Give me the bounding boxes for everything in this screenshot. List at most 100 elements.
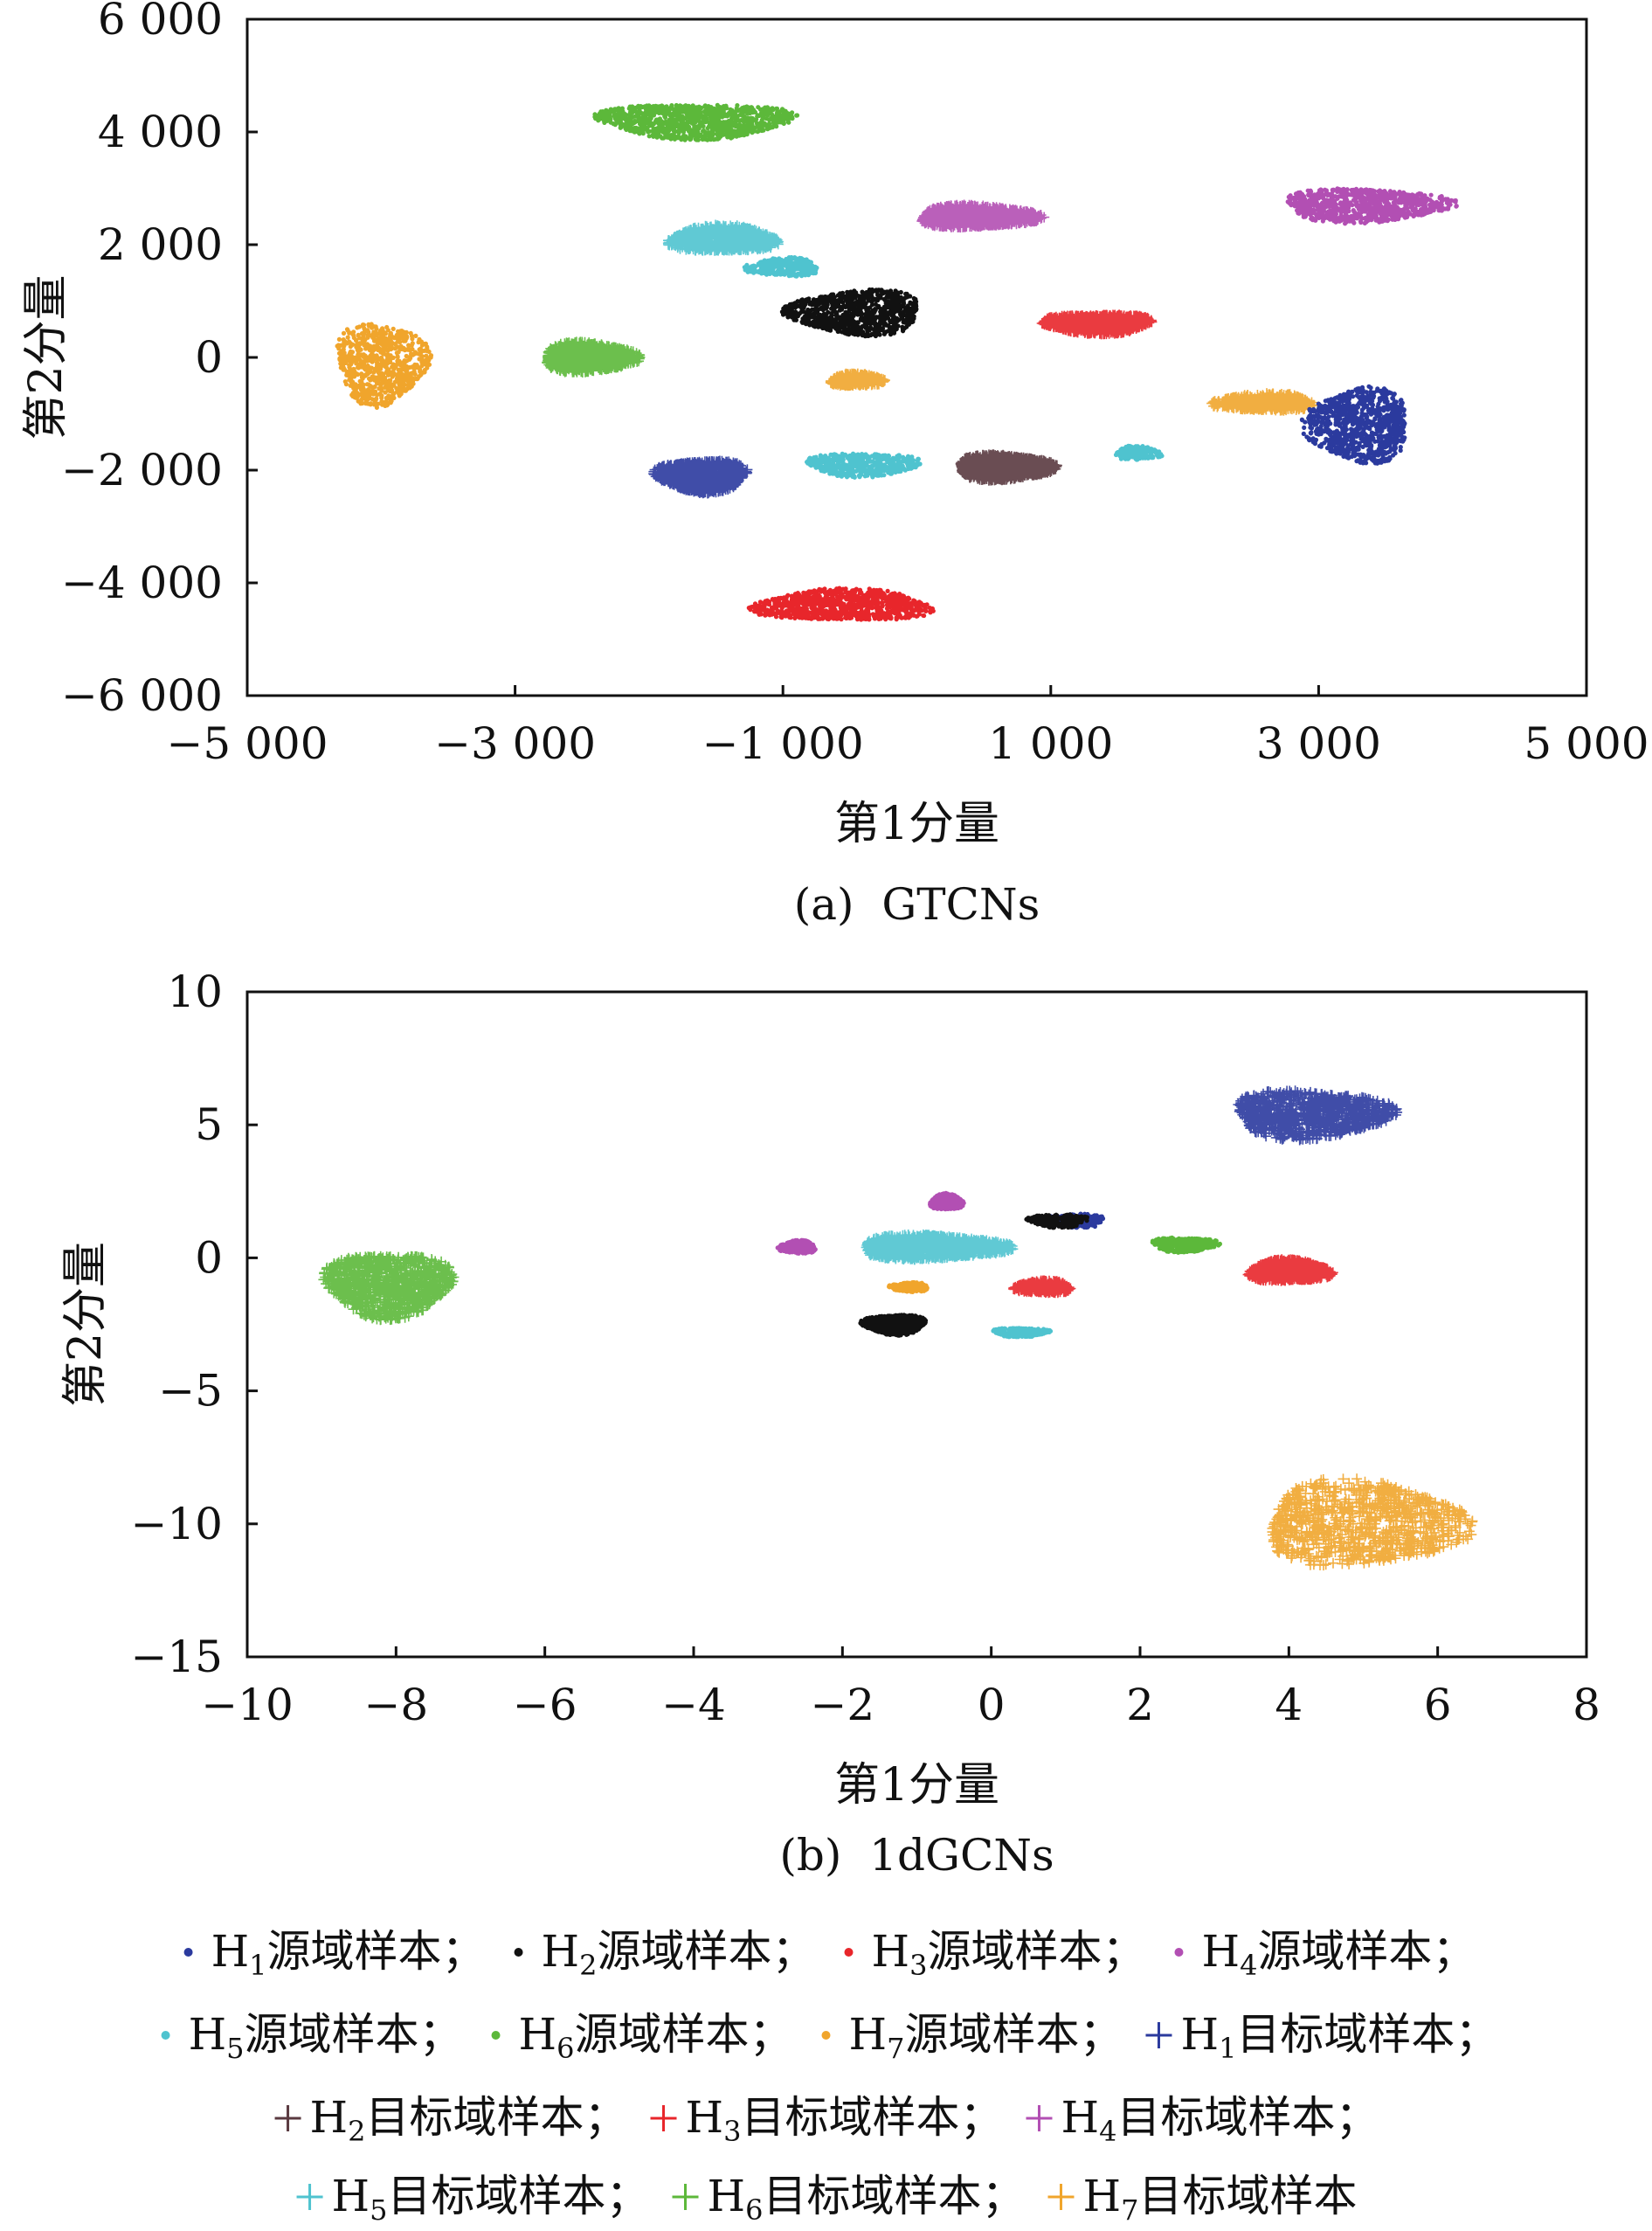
legend-marker-plus xyxy=(296,2184,323,2210)
legend-marker-plus xyxy=(274,2105,301,2131)
y-tick-label: −4 000 xyxy=(61,558,223,608)
x-tick-label: −3 000 xyxy=(434,718,596,769)
legend-item-H7s: H7源域样本； xyxy=(821,2009,1123,2065)
legend-item-H7t: H7目标域样本 xyxy=(1047,2171,1357,2227)
legend-label: H5源域样本； xyxy=(189,2009,463,2065)
cluster-H7s-7 xyxy=(335,322,434,410)
cluster-H5s-13 xyxy=(991,1326,1054,1340)
x-tick-label: 2 xyxy=(1126,1680,1154,1730)
legend-row-4: H5目标域样本； H6目标域样本； H7目标域样本 xyxy=(296,2171,1357,2227)
legend-label: H3源域样本； xyxy=(872,1926,1146,1982)
x-tick-label: 3 000 xyxy=(1256,718,1381,769)
x-tick-label: −8 xyxy=(363,1680,428,1730)
legend-marker-plus xyxy=(1047,2184,1075,2210)
y-tick-label: 6 000 xyxy=(98,0,223,45)
cluster-H6t-0 xyxy=(318,1251,460,1326)
chart-b-x-axis-label: 第1分量 xyxy=(834,1759,999,1812)
cluster-H4s-3 xyxy=(928,1190,966,1212)
chart-a: −5 000 −3 000 −1 000 1 000 3 000 5 000 −6 000 −… xyxy=(20,0,1649,930)
legend-label: H2目标域样本； xyxy=(310,2092,628,2148)
cluster-H3t-10 xyxy=(1008,1275,1076,1299)
x-tick-label: 4 xyxy=(1275,1680,1303,1730)
cluster-H6t-8 xyxy=(542,336,646,378)
cluster-H4t-2 xyxy=(916,199,1050,233)
legend-row-3: H2目标域样本； H3目标域样本； H4目标域样本； xyxy=(274,2092,1379,2148)
legend-item-H2s: H2源域样本； xyxy=(514,1926,816,1982)
cluster-H4s-4 xyxy=(775,1237,818,1256)
legend-marker-dot xyxy=(821,2031,831,2040)
cluster-H3s-16 xyxy=(746,585,936,622)
y-tick-label: −15 xyxy=(130,1632,223,1682)
chart-a-points xyxy=(335,102,1459,622)
chart-b-plot-frame xyxy=(245,990,1588,1659)
cluster-H1t-12 xyxy=(648,455,753,499)
legend: H1源域样本； H2源域样本； H3源域样本； H4源域样本； H5源域样本； H6源域样… xyxy=(161,1926,1498,2227)
legend-item-H3s: H3源域样本； xyxy=(844,1926,1146,1982)
cluster-H5t-3 xyxy=(662,219,784,256)
x-tick-label: 5 000 xyxy=(1524,718,1649,769)
cluster-H1t-1 xyxy=(1233,1085,1403,1146)
legend-label: H3目标域样本； xyxy=(686,2092,1004,2148)
cluster-H5s-15 xyxy=(1113,443,1165,462)
legend-label: H2源域样本； xyxy=(542,1926,816,1982)
legend-marker-dot xyxy=(514,1948,523,1957)
cluster-H7s-11 xyxy=(887,1279,930,1294)
x-tick-label: 8 xyxy=(1573,1680,1600,1730)
y-tick-label: −6 000 xyxy=(61,670,223,721)
legend-row-2: H5源域样本； H6源域样本； H7源域样本； H1目标域样本； xyxy=(161,2009,1498,2065)
cluster-H5s-4 xyxy=(742,254,819,279)
x-tick-label: −1 000 xyxy=(702,718,864,769)
cluster-H7t-10 xyxy=(1206,388,1320,416)
cluster-H4s-1 xyxy=(1285,186,1459,226)
cluster-H7t-9 xyxy=(825,368,890,391)
cluster-H2s-12 xyxy=(858,1313,929,1338)
cluster-H3t-6 xyxy=(1036,309,1158,340)
y-tick-label: 0 xyxy=(195,332,223,383)
legend-marker-dot xyxy=(844,1948,854,1957)
cluster-H5s-13 xyxy=(805,451,923,480)
y-tick-label: −10 xyxy=(130,1499,223,1549)
legend-marker-plus xyxy=(672,2184,699,2210)
chart-a-x-axis-label: 第1分量 xyxy=(834,798,999,850)
legend-item-H3t: H3目标域样本； xyxy=(650,2092,1004,2148)
x-tick-label: 1 000 xyxy=(988,718,1113,769)
cluster-H2s-5 xyxy=(779,287,919,339)
legend-item-H4t: H4目标域样本； xyxy=(1026,2092,1379,2148)
cluster-H2s-6 xyxy=(1024,1212,1090,1230)
x-tick-label: 6 xyxy=(1424,1680,1452,1730)
chart-b-y-axis-label: 第2分量 xyxy=(59,1242,112,1407)
legend-item-H5t: H5目标域样本； xyxy=(296,2171,650,2227)
legend-marker-dot xyxy=(1174,1948,1184,1957)
legend-label: H7目标域样本 xyxy=(1082,2171,1357,2227)
legend-label: H6源域样本； xyxy=(519,2009,793,2065)
legend-label: H7源域样本； xyxy=(849,2009,1123,2065)
y-tick-label: 2 000 xyxy=(98,219,223,270)
legend-marker-plus xyxy=(1026,2105,1053,2131)
legend-item-H1s: H1源域样本； xyxy=(183,1926,486,1982)
x-tick-label: −10 xyxy=(201,1680,294,1730)
cluster-H6s-7 xyxy=(1150,1235,1223,1255)
y-tick-label: 5 xyxy=(195,1099,223,1150)
cluster-H3t-9 xyxy=(1242,1254,1338,1286)
chart-a-plot-frame xyxy=(245,17,1588,697)
legend-item-H2t: H2目标域样本； xyxy=(274,2092,628,2148)
legend-label: H5目标域样本； xyxy=(332,2171,650,2227)
legend-marker-dot xyxy=(491,2031,501,2040)
legend-item-H5s: H5源域样本； xyxy=(161,2009,463,2065)
chart-a-axes: −5 000 −3 000 −1 000 1 000 3 000 5 000 −6 000 −… xyxy=(61,0,1649,769)
x-tick-label: −5 000 xyxy=(166,718,328,769)
y-tick-label: 0 xyxy=(195,1232,223,1283)
legend-row-1: H1源域样本； H2源域样本； H3源域样本； H4源域样本； xyxy=(183,1926,1476,1982)
legend-label: H6目标域样本； xyxy=(708,2171,1026,2227)
legend-label: H1目标域样本； xyxy=(1180,2009,1498,2065)
legend-item-H6s: H6源域样本； xyxy=(491,2009,793,2065)
legend-label: H1源域样本； xyxy=(211,1926,486,1982)
legend-marker-dot xyxy=(183,1948,193,1957)
legend-label: H4源域样本； xyxy=(1201,1926,1476,1982)
legend-item-H1t: H1目标域样本； xyxy=(1145,2009,1498,2065)
legend-label: H4目标域样本； xyxy=(1061,2092,1379,2148)
